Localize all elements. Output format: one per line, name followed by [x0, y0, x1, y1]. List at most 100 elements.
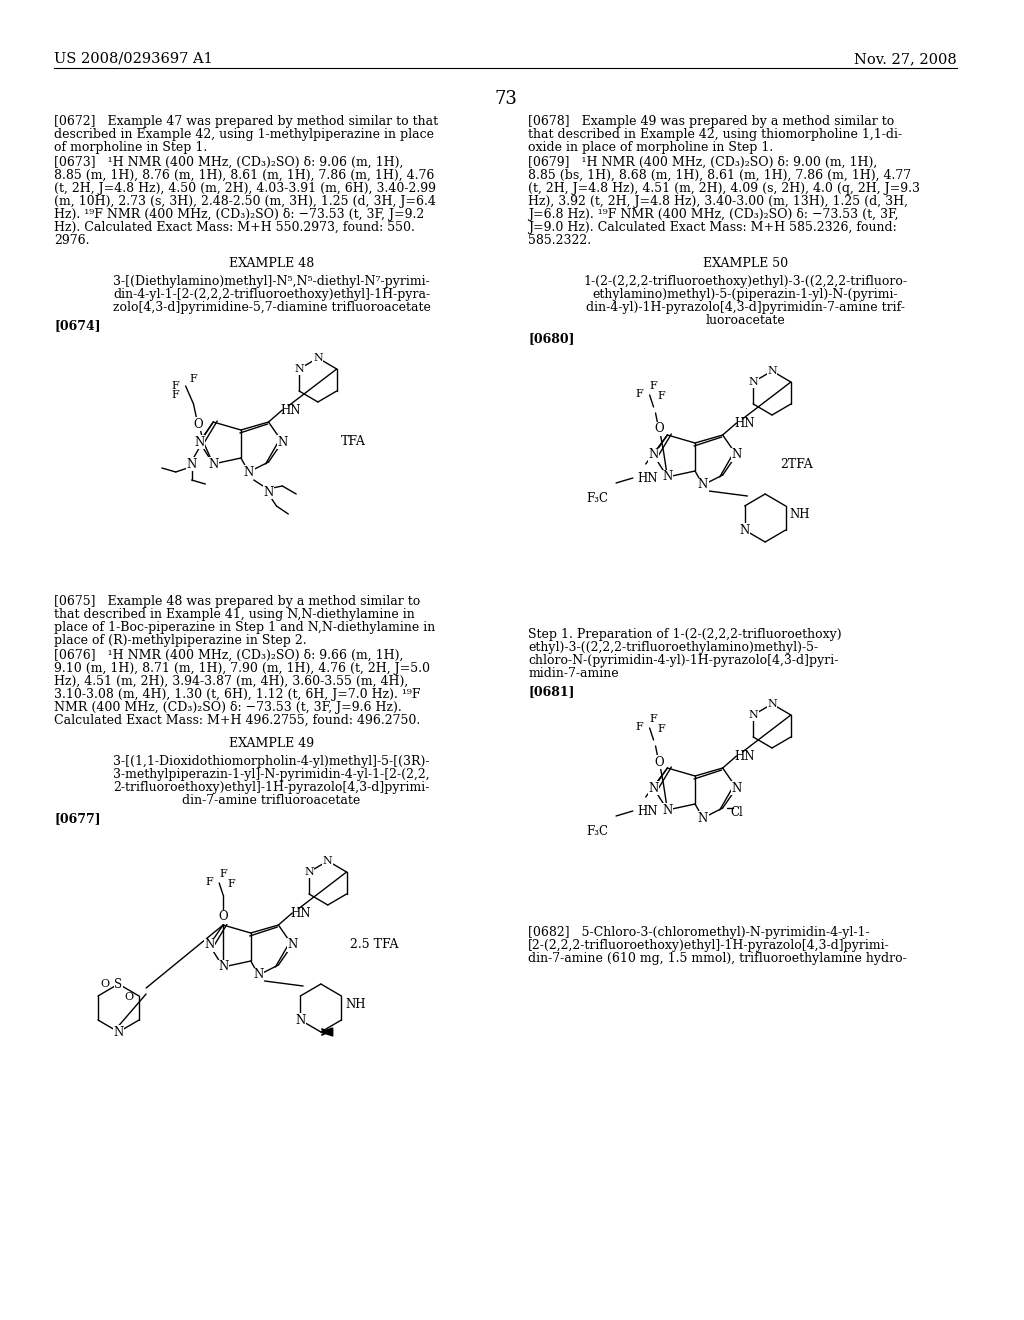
Text: F: F: [227, 879, 234, 888]
Text: [0681]: [0681]: [528, 685, 574, 698]
Text: NMR (400 MHz, (CD₃)₂SO) δ: −73.53 (t, 3F, J=9.6 Hz).: NMR (400 MHz, (CD₃)₂SO) δ: −73.53 (t, 3F…: [54, 701, 402, 714]
Text: O: O: [100, 979, 110, 989]
Text: HN: HN: [734, 417, 755, 430]
Text: 8.85 (m, 1H), 8.76 (m, 1H), 8.61 (m, 1H), 7.86 (m, 1H), 4.76: 8.85 (m, 1H), 8.76 (m, 1H), 8.61 (m, 1H)…: [54, 169, 434, 182]
Text: O: O: [218, 911, 228, 924]
Text: N: N: [278, 436, 288, 449]
Text: 2TFA: 2TFA: [780, 458, 813, 471]
Text: (m, 10H), 2.73 (s, 3H), 2.48-2.50 (m, 3H), 1.25 (d, 3H, J=6.4: (m, 10H), 2.73 (s, 3H), 2.48-2.50 (m, 3H…: [54, 195, 436, 209]
Text: Calculated Exact Mass: M+H 496.2755, found: 496.2750.: Calculated Exact Mass: M+H 496.2755, fou…: [54, 714, 421, 727]
Text: N: N: [186, 458, 197, 470]
Text: Step 1. Preparation of 1-(2-(2,2,2-trifluoroethoxy): Step 1. Preparation of 1-(2-(2,2,2-trifl…: [528, 628, 842, 642]
Text: N: N: [323, 855, 333, 866]
Text: zolo[4,3-d]pyrimidine-5,7-diamine trifluoroacetate: zolo[4,3-d]pyrimidine-5,7-diamine triflu…: [113, 301, 430, 314]
Text: NH: NH: [790, 508, 810, 521]
Text: N: N: [208, 458, 218, 470]
Text: N: N: [739, 524, 750, 536]
Text: 3-[(Diethylamino)methyl]-N⁵,N⁵-diethyl-N⁷-pyrimi-: 3-[(Diethylamino)methyl]-N⁵,N⁵-diethyl-N…: [113, 275, 430, 288]
Text: 2976.: 2976.: [54, 234, 90, 247]
Text: 3-[(1,1-Dioxidothiomorpholin-4-yl)methyl]-5-[(3R)-: 3-[(1,1-Dioxidothiomorpholin-4-yl)methyl…: [114, 755, 430, 768]
Text: din-7-amine trifluoroacetate: din-7-amine trifluoroacetate: [182, 795, 360, 807]
Text: [0680]: [0680]: [528, 333, 574, 345]
Text: F₃C: F₃C: [587, 825, 608, 838]
Text: [0677]: [0677]: [54, 812, 101, 825]
Text: din-4-yl-1-[2-(2,2,2-trifluoroethoxy)ethyl]-1H-pyra-: din-4-yl-1-[2-(2,2,2-trifluoroethoxy)eth…: [113, 288, 430, 301]
Text: EXAMPLE 50: EXAMPLE 50: [702, 257, 787, 271]
Text: J=6.8 Hz). ¹⁹F NMR (400 MHz, (CD₃)₂SO) δ: −73.53 (t, 3F,: J=6.8 Hz). ¹⁹F NMR (400 MHz, (CD₃)₂SO) δ…: [528, 209, 899, 220]
Text: [0682]   5-Chloro-3-(chloromethyl)-N-pyrimidin-4-yl-1-: [0682] 5-Chloro-3-(chloromethyl)-N-pyrim…: [528, 927, 869, 939]
Text: N: N: [731, 449, 741, 462]
Text: N: N: [697, 812, 708, 825]
Text: Nov. 27, 2008: Nov. 27, 2008: [854, 51, 956, 66]
Text: N: N: [731, 781, 741, 795]
Text: (t, 2H, J=4.8 Hz), 4.50 (m, 2H), 4.03-3.91 (m, 6H), 3.40-2.99: (t, 2H, J=4.8 Hz), 4.50 (m, 2H), 4.03-3.…: [54, 182, 436, 195]
Text: US 2008/0293697 A1: US 2008/0293697 A1: [54, 51, 213, 66]
Text: luoroacetate: luoroacetate: [706, 314, 785, 327]
Text: F: F: [657, 391, 666, 401]
Text: N: N: [295, 1014, 305, 1027]
Text: F: F: [649, 714, 657, 723]
Polygon shape: [321, 1028, 333, 1036]
Text: place of 1-Boc-piperazine in Step 1 and N,N-diethylamine in: place of 1-Boc-piperazine in Step 1 and …: [54, 620, 435, 634]
Text: S: S: [115, 978, 123, 990]
Text: N: N: [313, 352, 323, 363]
Text: F: F: [206, 876, 213, 887]
Text: din-4-yl)-1H-pyrazolo[4,3-d]pyrimidin-7-amine trif-: din-4-yl)-1H-pyrazolo[4,3-d]pyrimidin-7-…: [586, 301, 905, 314]
Text: midin-7-amine: midin-7-amine: [528, 667, 618, 680]
Text: 2.5 TFA: 2.5 TFA: [350, 939, 399, 950]
Text: F: F: [636, 389, 643, 399]
Text: F: F: [172, 381, 179, 391]
Text: N: N: [294, 364, 304, 374]
Text: [0672]   Example 47 was prepared by method similar to that: [0672] Example 47 was prepared by method…: [54, 115, 438, 128]
Text: HN: HN: [638, 473, 658, 484]
Text: J=9.0 Hz). Calculated Exact Mass: M+H 585.2326, found:: J=9.0 Hz). Calculated Exact Mass: M+H 58…: [528, 220, 897, 234]
Text: N: N: [204, 939, 214, 952]
Text: F: F: [172, 389, 179, 400]
Text: [0673]   ¹H NMR (400 MHz, (CD₃)₂SO) δ: 9.06 (m, 1H),: [0673] ¹H NMR (400 MHz, (CD₃)₂SO) δ: 9.0…: [54, 156, 403, 169]
Text: EXAMPLE 48: EXAMPLE 48: [229, 257, 314, 271]
Text: N: N: [244, 466, 254, 479]
Text: F: F: [657, 723, 666, 734]
Text: N: N: [648, 781, 658, 795]
Text: N: N: [749, 710, 758, 719]
Text: ethylamino)methyl)-5-(piperazin-1-yl)-N-(pyrimi-: ethylamino)methyl)-5-(piperazin-1-yl)-N-…: [593, 288, 898, 301]
Text: Hz). ¹⁹F NMR (400 MHz, (CD₃)₂SO) δ: −73.53 (t, 3F, J=9.2: Hz). ¹⁹F NMR (400 MHz, (CD₃)₂SO) δ: −73.…: [54, 209, 425, 220]
Text: N: N: [304, 867, 313, 876]
Text: that described in Example 41, using N,N-diethylamine in: that described in Example 41, using N,N-…: [54, 609, 415, 620]
Text: 73: 73: [494, 90, 517, 108]
Text: [0675]   Example 48 was prepared by a method similar to: [0675] Example 48 was prepared by a meth…: [54, 595, 421, 609]
Text: [0679]   ¹H NMR (400 MHz, (CD₃)₂SO) δ: 9.00 (m, 1H),: [0679] ¹H NMR (400 MHz, (CD₃)₂SO) δ: 9.0…: [528, 156, 878, 169]
Text: TFA: TFA: [341, 436, 366, 447]
Text: 585.2322.: 585.2322.: [528, 234, 591, 247]
Text: Cl: Cl: [730, 807, 743, 818]
Text: 3.10-3.08 (m, 4H), 1.30 (t, 6H), 1.12 (t, 6H, J=7.0 Hz). ¹⁹F: 3.10-3.08 (m, 4H), 1.30 (t, 6H), 1.12 (t…: [54, 688, 421, 701]
Text: O: O: [124, 993, 133, 1002]
Text: Hz), 3.92 (t, 2H, J=4.8 Hz), 3.40-3.00 (m, 13H), 1.25 (d, 3H,: Hz), 3.92 (t, 2H, J=4.8 Hz), 3.40-3.00 (…: [528, 195, 908, 209]
Text: (t, 2H, J=4.8 Hz), 4.51 (m, 2H), 4.09 (s, 2H), 4.0 (q, 2H, J=9.3: (t, 2H, J=4.8 Hz), 4.51 (m, 2H), 4.09 (s…: [528, 182, 921, 195]
Text: of morpholine in Step 1.: of morpholine in Step 1.: [54, 141, 208, 154]
Text: [0676]   ¹H NMR (400 MHz, (CD₃)₂SO) δ: 9.66 (m, 1H),: [0676] ¹H NMR (400 MHz, (CD₃)₂SO) δ: 9.6…: [54, 649, 403, 663]
Text: O: O: [194, 417, 203, 430]
Text: place of (R)-methylpiperazine in Step 2.: place of (R)-methylpiperazine in Step 2.: [54, 634, 307, 647]
Text: F: F: [636, 722, 643, 733]
Text: N: N: [114, 1026, 124, 1039]
Text: HN: HN: [734, 750, 755, 763]
Text: HN: HN: [290, 907, 310, 920]
Text: F₃C: F₃C: [587, 492, 608, 506]
Text: N: N: [663, 804, 673, 817]
Text: N: N: [663, 470, 673, 483]
Text: NH: NH: [345, 998, 366, 1011]
Text: N: N: [697, 479, 708, 491]
Text: [2-(2,2,2-trifluoroethoxy)ethyl]-1H-pyrazolo[4,3-d]pyrimi-: [2-(2,2,2-trifluoroethoxy)ethyl]-1H-pyra…: [528, 939, 890, 952]
Text: din-7-amine (610 mg, 1.5 mmol), trifluoroethylamine hydro-: din-7-amine (610 mg, 1.5 mmol), trifluor…: [528, 952, 907, 965]
Text: N: N: [263, 486, 273, 499]
Text: oxide in place of morpholine in Step 1.: oxide in place of morpholine in Step 1.: [528, 141, 773, 154]
Text: 1-(2-(2,2,2-trifluoroethoxy)ethyl)-3-((2,2,2-trifluoro-: 1-(2-(2,2,2-trifluoroethoxy)ethyl)-3-((2…: [584, 275, 907, 288]
Text: HN: HN: [281, 404, 301, 417]
Text: [0678]   Example 49 was prepared by a method similar to: [0678] Example 49 was prepared by a meth…: [528, 115, 894, 128]
Text: Hz). Calculated Exact Mass: M+H 550.2973, found: 550.: Hz). Calculated Exact Mass: M+H 550.2973…: [54, 220, 415, 234]
Text: N: N: [254, 969, 264, 982]
Text: [0674]: [0674]: [54, 319, 101, 333]
Text: 9.10 (m, 1H), 8.71 (m, 1H), 7.90 (m, 1H), 4.76 (t, 2H, J=5.0: 9.10 (m, 1H), 8.71 (m, 1H), 7.90 (m, 1H)…: [54, 663, 430, 675]
Text: N: N: [195, 436, 205, 449]
